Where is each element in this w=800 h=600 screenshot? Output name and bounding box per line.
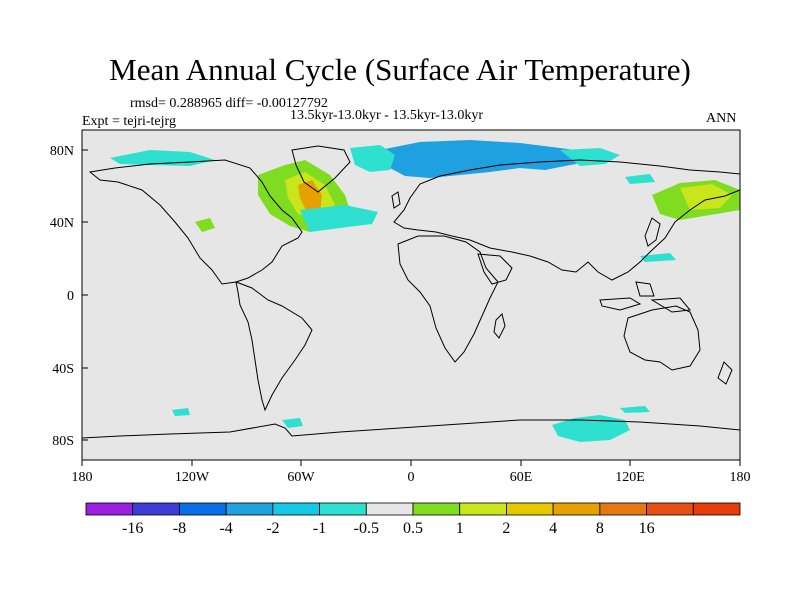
colorbar-swatch — [132, 502, 180, 516]
anomaly-patch-antarctic-cyan-1 — [282, 418, 303, 428]
experiment-label: Expt = tejri-tejrg — [82, 114, 176, 129]
anomaly-patch-canada-green — [195, 218, 215, 232]
plot-title: Mean Annual Cycle (Surface Air Temperatu… — [109, 52, 691, 87]
colorbar-label: 1 — [456, 520, 464, 537]
anomaly-patch-pacific-yellow — [680, 184, 732, 210]
colorbar-swatch — [459, 502, 507, 516]
colorbar-label: -0.5 — [354, 520, 379, 537]
lat-label-80n: 80N — [50, 144, 74, 159]
coastlines — [82, 145, 740, 460]
anomaly-patch-atlantic-cyan — [300, 205, 378, 232]
colorbar-swatch — [692, 502, 741, 516]
colorbar-label: 16 — [639, 520, 655, 537]
lat-label-40n: 40N — [50, 216, 74, 231]
colorbar-swatch — [599, 502, 647, 516]
lon-label-60w: 60W — [287, 470, 315, 485]
lon-label-60e: 60E — [510, 470, 533, 485]
colorbar-label: 0.5 — [403, 520, 423, 537]
stats-text: rmsd= 0.288965 diff= -0.00127792 — [130, 96, 328, 111]
colorbar-swatch — [552, 502, 601, 516]
longitude-axis: 180 120W 60W 0 60E 120E 180 — [72, 460, 751, 485]
colorbar-swatch — [319, 502, 367, 516]
anomaly-patch-pacific-cyan — [640, 253, 676, 262]
colorbar-swatch — [179, 502, 227, 516]
colorbar-swatch — [365, 502, 414, 516]
anomaly-shading — [110, 140, 740, 442]
colorbar: -16 -8 -4 -2 -1 -0.5 0.5 1 2 4 8 16 — [85, 502, 741, 537]
lon-label-180w: 180 — [72, 470, 93, 485]
colorbar-swatch — [225, 502, 274, 516]
lat-label-80s: 80S — [52, 434, 74, 449]
lat-label-0: 0 — [67, 289, 74, 304]
anomaly-patch-atlantic-orange — [298, 180, 322, 212]
lon-label-0: 0 — [408, 470, 415, 485]
anomaly-patch-arctic-blue — [380, 140, 600, 178]
lon-label-120w: 120W — [175, 470, 210, 485]
colorbar-swatch — [85, 502, 134, 516]
anomaly-patch-arctic-cyan — [350, 145, 395, 172]
anomaly-patch-southern-cyan-1 — [172, 408, 190, 416]
colorbar-label: -8 — [173, 520, 186, 537]
latitude-axis: 80N 40N 0 40S 80S — [50, 144, 88, 449]
colorbar-swatch — [272, 502, 320, 516]
colorbar-swatch — [412, 502, 461, 516]
subtitle-text: 13.5kyr-13.0kyr - 13.5kyr-13.0kyr — [290, 108, 484, 123]
colorbar-label: 2 — [502, 520, 510, 537]
colorbar-swatch — [646, 502, 694, 516]
map-background — [82, 130, 740, 460]
colorbar-label: -2 — [266, 520, 279, 537]
colorbar-label: 4 — [549, 520, 557, 537]
colorbar-swatch — [506, 502, 554, 516]
anomaly-patch-southern-cyan-2 — [620, 406, 650, 413]
lon-label-180e: 180 — [730, 470, 751, 485]
anomaly-patch-antarctic-cyan-2 — [552, 415, 630, 442]
colorbar-label: -1 — [313, 520, 326, 537]
anomaly-patch-siberia-east-cyan — [625, 174, 655, 184]
lat-label-40s: 40S — [52, 362, 74, 377]
lon-label-120e: 120E — [615, 470, 645, 485]
colorbar-label: -16 — [122, 520, 143, 537]
colorbar-label: 8 — [596, 520, 604, 537]
colorbar-label: -4 — [219, 520, 232, 537]
season-label: ANN — [706, 111, 737, 126]
